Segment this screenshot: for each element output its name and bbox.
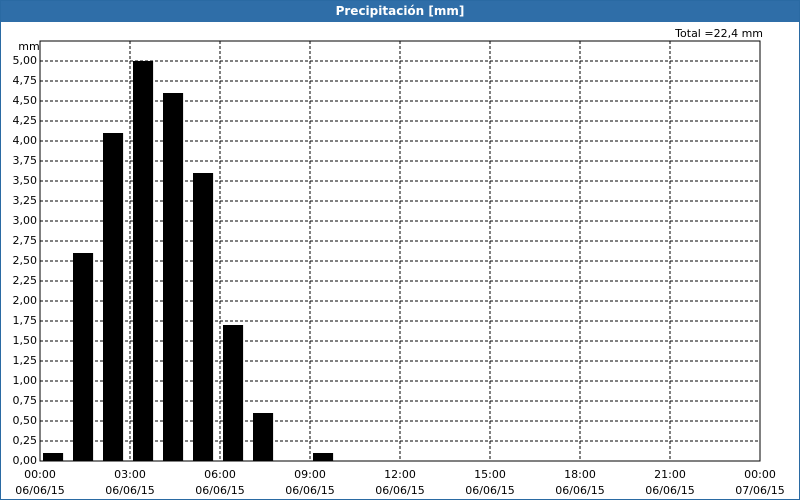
- y-tick-label: 5,00: [13, 54, 38, 67]
- x-tick-label: 00:00: [24, 468, 56, 481]
- x-tick-date: 06/06/15: [375, 484, 424, 497]
- y-tick-label: 1,50: [13, 334, 38, 347]
- x-tick-date: 06/06/15: [645, 484, 694, 497]
- plot-border: [39, 40, 761, 462]
- y-tick-label: 0,25: [13, 434, 38, 447]
- y-tick-label: 0,50: [13, 414, 38, 427]
- y-tick-label: 4,00: [13, 134, 38, 147]
- y-tick-label: 4,50: [13, 94, 38, 107]
- x-tick-date: 06/06/15: [195, 484, 244, 497]
- x-tick-date: 07/06/15: [735, 484, 784, 497]
- title-bar: Precipitación [mm]: [1, 1, 799, 22]
- bar: [133, 61, 154, 461]
- x-tick-label: 15:00: [474, 468, 506, 481]
- bar: [253, 413, 274, 461]
- bar: [103, 133, 124, 461]
- total-annotation: Total =22,4 mm: [674, 27, 763, 40]
- x-tick-label: 21:00: [654, 468, 686, 481]
- y-tick-label: 4,25: [13, 114, 38, 127]
- x-tick-date: 06/06/15: [465, 484, 514, 497]
- bar: [73, 253, 94, 461]
- x-tick-label: 00:00: [744, 468, 776, 481]
- y-tick-label: 1,00: [13, 374, 38, 387]
- bar: [313, 453, 334, 461]
- y-tick-label: 4,75: [13, 74, 38, 87]
- bar: [163, 93, 184, 461]
- y-tick-label: 0,00: [13, 454, 38, 467]
- x-tick-label: 12:00: [384, 468, 416, 481]
- y-tick-label: 3,25: [13, 194, 38, 207]
- x-tick-label: 18:00: [564, 468, 596, 481]
- y-tick-label: 2,75: [13, 234, 38, 247]
- bar: [223, 325, 244, 461]
- y-tick-label: 0,75: [13, 394, 38, 407]
- y-tick-label: 3,00: [13, 214, 38, 227]
- y-axis-label: mm: [18, 40, 39, 53]
- bar: [43, 453, 64, 461]
- y-tick-label: 2,50: [13, 254, 38, 267]
- chart: mm Total =22,4 mm 0,00 0,25 0,50 0,75 1,00 1,…: [13, 27, 785, 497]
- y-tick-label: 2,25: [13, 274, 38, 287]
- y-tick-label: 2,00: [13, 294, 38, 307]
- x-tick-date: 06/06/15: [105, 484, 154, 497]
- x-tick-date: 06/06/15: [285, 484, 334, 497]
- y-tick-label: 1,25: [13, 354, 38, 367]
- x-tick-label: 06:00: [204, 468, 236, 481]
- y-tick-label: 1,75: [13, 314, 38, 327]
- y-tick-label: 3,50: [13, 174, 38, 187]
- bar: [193, 173, 214, 461]
- y-tick-label: 3,75: [13, 154, 38, 167]
- x-tick-date: 06/06/15: [15, 484, 64, 497]
- x-tick-date: 06/06/15: [555, 484, 604, 497]
- x-tick-label: 09:00: [294, 468, 326, 481]
- x-tick-label: 03:00: [114, 468, 146, 481]
